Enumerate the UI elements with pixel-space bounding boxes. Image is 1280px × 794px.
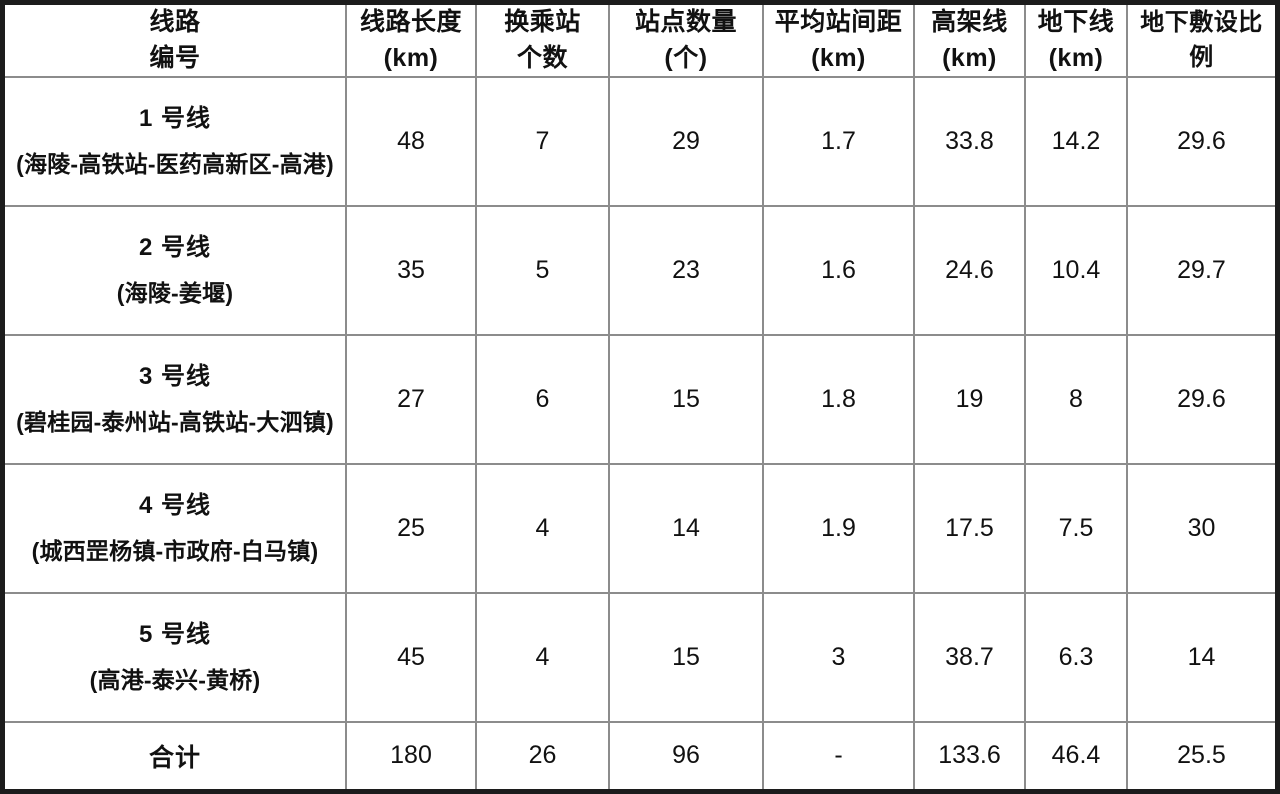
table-container: 线路 编号 线路长度 (km) 换乘站 个数 站点数量 (个) xyxy=(5,5,1275,789)
column-header-stations-l1: 站点数量 xyxy=(634,8,737,36)
cell-underground: 7.5 xyxy=(1025,463,1128,594)
cell-stations: 23 xyxy=(609,205,764,336)
cell-length: 25 xyxy=(346,463,477,594)
column-header-length: 线路长度 (km) xyxy=(346,5,477,78)
cell-total-stations: 96 xyxy=(609,721,764,789)
line-route-label: (海陵-高铁站-医药高新区-高港) xyxy=(16,150,334,177)
cell-line-name: 1 号线 (海陵-高铁站-医药高新区-高港) xyxy=(5,77,347,207)
cell-total-elevated: 133.6 xyxy=(914,721,1026,789)
cell-total-length: 180 xyxy=(346,721,477,789)
cell-transfer: 6 xyxy=(476,334,610,465)
column-header-elevated-l1: 高架线 xyxy=(931,8,1008,36)
table-header: 线路 编号 线路长度 (km) 换乘站 个数 站点数量 (个) xyxy=(5,5,1275,78)
table-row: 3 号线 (碧桂园-泰州站-高铁站-大泗镇) 27 6 15 1.8 19 8 … xyxy=(5,334,1275,465)
column-header-stations-l2: (个) xyxy=(664,43,708,72)
cell-transfer: 4 xyxy=(476,463,610,594)
cell-line-name: 3 号线 (碧桂园-泰州站-高铁站-大泗镇) xyxy=(5,334,347,465)
cell-length: 45 xyxy=(346,592,477,723)
cell-underground-ratio: 29.6 xyxy=(1127,334,1275,465)
cell-elevated: 19 xyxy=(914,334,1026,465)
cell-avg-spacing: 1.8 xyxy=(763,334,915,465)
column-header-avg-spacing-l2: (km) xyxy=(811,43,866,72)
cell-total-underground: 46.4 xyxy=(1025,721,1128,789)
cell-stations: 14 xyxy=(609,463,764,594)
cell-avg-spacing: 1.9 xyxy=(763,463,915,594)
column-header-underground-l2: (km) xyxy=(1048,43,1104,72)
column-header-line: 线路 编号 xyxy=(5,5,347,78)
cell-underground: 14.2 xyxy=(1025,77,1128,207)
column-header-underground-ratio: 地下敷设比例 xyxy=(1127,5,1275,78)
cell-elevated: 17.5 xyxy=(914,463,1026,594)
line-route-label: (碧桂园-泰州站-高铁站-大泗镇) xyxy=(16,408,334,435)
cell-stations: 15 xyxy=(609,592,764,723)
cell-total-label: 合计 xyxy=(5,721,347,789)
column-header-stations: 站点数量 (个) xyxy=(609,5,764,78)
cell-total-avg-spacing: - xyxy=(763,721,915,789)
column-header-transfer: 换乘站 个数 xyxy=(476,5,610,78)
table-row: 2 号线 (海陵-姜堰) 35 5 23 1.6 24.6 10.4 29.7 xyxy=(5,205,1275,336)
cell-total-underground-ratio: 25.5 xyxy=(1177,741,1226,770)
table-row: 5 号线 (高港-泰兴-黄桥) 45 4 15 3 38.7 6.3 14 xyxy=(5,592,1275,723)
line-number-label: 1 号线 xyxy=(138,104,211,132)
metro-line-table: 线路 编号 线路长度 (km) 换乘站 个数 站点数量 (个) xyxy=(5,5,1275,789)
cell-stations: 29 xyxy=(609,77,764,207)
cell-length: 48 xyxy=(346,77,477,207)
cell-stations: 15 xyxy=(609,334,764,465)
cell-avg-spacing: 1.7 xyxy=(763,77,915,207)
column-header-line-l1: 线路 xyxy=(149,8,201,36)
column-header-transfer-l1: 换乘站 xyxy=(504,8,581,36)
cell-avg-spacing: 3 xyxy=(763,592,915,723)
cell-length: 35 xyxy=(346,205,477,336)
cell-underground: 10.4 xyxy=(1025,205,1128,336)
table-row: 4 号线 (城西罡杨镇-市政府-白马镇) 25 4 14 1.9 17.5 7.… xyxy=(5,463,1275,594)
column-header-elevated-l2: (km) xyxy=(942,43,997,72)
column-header-line-l2: 编号 xyxy=(149,43,201,72)
column-header-avg-spacing: 平均站间距 (km) xyxy=(763,5,915,78)
column-header-length-l1: 线路长度 xyxy=(359,8,462,36)
column-header-underground-ratio-l1: 地下敷设比例 xyxy=(1140,9,1263,71)
line-number-label: 4 号线 xyxy=(138,491,211,519)
line-number-label: 3 号线 xyxy=(138,362,211,390)
line-number-label: 5 号线 xyxy=(138,620,211,648)
column-header-underground: 地下线 (km) xyxy=(1025,5,1128,78)
cell-underground-ratio: 14 xyxy=(1127,592,1275,723)
cell-elevated: 38.7 xyxy=(914,592,1026,723)
cell-underground: 6.3 xyxy=(1025,592,1128,723)
table-body: 1 号线 (海陵-高铁站-医药高新区-高港) 48 7 29 1.7 33.8 … xyxy=(5,77,1275,789)
table-row: 1 号线 (海陵-高铁站-医药高新区-高港) 48 7 29 1.7 33.8 … xyxy=(5,77,1275,207)
line-number-label: 2 号线 xyxy=(138,233,211,261)
cell-underground: 8 xyxy=(1025,334,1128,465)
cell-line-name: 4 号线 (城西罡杨镇-市政府-白马镇) xyxy=(5,463,347,594)
cell-line-name: 2 号线 (海陵-姜堰) xyxy=(5,205,347,336)
column-header-underground-l1: 地下线 xyxy=(1037,8,1115,36)
cell-total-transfer: 26 xyxy=(476,721,610,789)
cell-underground-ratio: 29.7 xyxy=(1127,205,1275,336)
line-route-label: (海陵-姜堰) xyxy=(116,279,234,306)
cell-length: 27 xyxy=(346,334,477,465)
cell-transfer: 5 xyxy=(476,205,610,336)
cell-line-name: 5 号线 (高港-泰兴-黄桥) xyxy=(5,592,347,723)
cell-transfer: 7 xyxy=(476,77,610,207)
column-header-length-l2: (km) xyxy=(383,43,439,72)
header-row: 线路 编号 线路长度 (km) 换乘站 个数 站点数量 (个) xyxy=(5,5,1275,78)
line-route-label: (城西罡杨镇-市政府-白马镇) xyxy=(31,537,319,564)
column-header-transfer-l2: 个数 xyxy=(516,43,568,72)
cell-underground-ratio: 30 xyxy=(1127,463,1275,594)
line-route-label: (高港-泰兴-黄桥) xyxy=(89,666,261,693)
cell-elevated: 33.8 xyxy=(914,77,1026,207)
cell-elevated: 24.6 xyxy=(914,205,1026,336)
column-header-avg-spacing-l1: 平均站间距 xyxy=(774,8,903,36)
cell-avg-spacing: 1.6 xyxy=(763,205,915,336)
table-total-row: 合计 180 26 96 - 133.6 46.4 25.5 xyxy=(5,721,1275,789)
column-header-elevated: 高架线 (km) xyxy=(914,5,1026,78)
cell-underground-ratio: 29.6 xyxy=(1127,77,1275,207)
cell-transfer: 4 xyxy=(476,592,610,723)
